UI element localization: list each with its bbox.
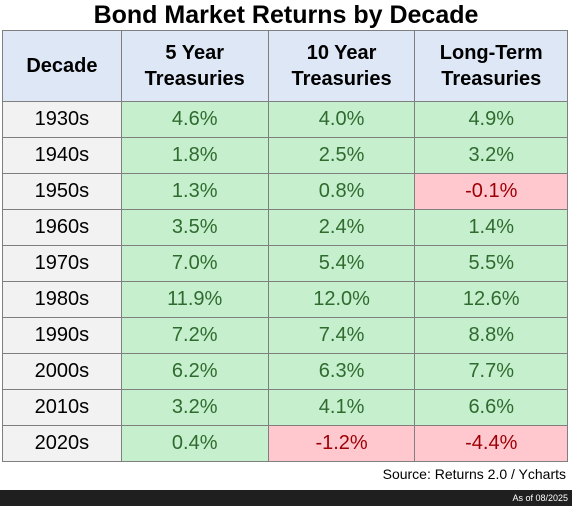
return-cell-positive: 8.8% [414,317,568,354]
table-row: 2010s 3.2% 4.1% 6.6% [2,389,568,426]
return-cell-positive: 0.4% [120,425,269,462]
table-row: 2000s 6.2% 6.3% 7.7% [2,353,568,390]
return-cell-positive: 0.8% [267,173,416,210]
return-cell-positive: 7.4% [267,317,416,354]
return-cell-positive: 1.8% [120,137,269,174]
return-cell-positive: 7.2% [120,317,269,354]
table-row: 1960s 3.5% 2.4% 1.4% [2,209,568,246]
table-row: 2020s 0.4% -1.2% -4.4% [2,425,568,462]
table-row: 1980s 11.9% 12.0% 12.6% [2,281,568,318]
return-cell-positive: 12.6% [414,281,568,318]
returns-table: Decade 5 Year Treasuries 10 Year Treasuries L… [2,30,568,462]
decade-cell: 1940s [2,137,122,174]
return-cell-positive: 2.5% [267,137,416,174]
column-header-line: Decade [26,55,98,77]
column-header: Long-Term Treasuries [414,30,568,102]
source-note: Source: Returns 2.0 / Ycharts [382,466,566,482]
decade-cell: 2000s [2,353,122,390]
table-row: 1950s 1.3% 0.8% -0.1% [2,173,568,210]
decade-cell: 2020s [2,425,122,462]
return-cell-positive: 3.2% [120,389,269,426]
return-cell-positive: 3.2% [414,137,568,174]
column-header-line: Long-Term [439,42,543,64]
table-row: 1990s 7.2% 7.4% 8.8% [2,317,568,354]
return-cell-positive: 1.3% [120,173,269,210]
column-header: 5 Year Treasuries [120,30,269,102]
table-row: 1970s 7.0% 5.4% 5.5% [2,245,568,282]
return-cell-positive: 6.6% [414,389,568,426]
decade-cell: 2010s [2,389,122,426]
return-cell-positive: 12.0% [267,281,416,318]
table-title: Bond Market Returns by Decade [93,1,479,29]
return-cell-positive: 6.3% [267,353,416,390]
return-cell-positive: 4.9% [414,101,568,138]
decade-cell: 1960s [2,209,122,246]
return-cell-positive: 4.6% [120,101,269,138]
return-cell-negative: -1.2% [267,425,416,462]
footer-bar: As of 08/2025 [0,490,572,506]
return-cell-positive: 4.1% [267,389,416,426]
decade-cell: 1990s [2,317,122,354]
table-row: 1930s 4.6% 4.0% 4.9% [2,101,568,138]
return-cell-negative: -0.1% [414,173,568,210]
column-header: Decade [2,30,122,102]
return-cell-positive: 3.5% [120,209,269,246]
column-header-line: Treasuries [144,68,245,90]
return-cell-positive: 4.0% [267,101,416,138]
decade-cell: 1970s [2,245,122,282]
column-header-line: Treasuries [441,68,542,90]
column-header: 10 Year Treasuries [267,30,416,102]
return-cell-positive: 1.4% [414,209,568,246]
return-cell-positive: 5.4% [267,245,416,282]
decade-cell: 1980s [2,281,122,318]
return-cell-positive: 7.0% [120,245,269,282]
table-row: 1940s 1.8% 2.5% 3.2% [2,137,568,174]
column-header-line: 10 Year [306,42,377,64]
return-cell-positive: 2.4% [267,209,416,246]
decade-cell: 1950s [2,173,122,210]
return-cell-positive: 6.2% [120,353,269,390]
decade-cell: 1930s [2,101,122,138]
return-cell-positive: 11.9% [120,281,269,318]
header-row: Decade 5 Year Treasuries 10 Year Treasuries L… [2,30,568,102]
return-cell-positive: 7.7% [414,353,568,390]
return-cell-negative: -4.4% [414,425,568,462]
table-body: 1930s 4.6% 4.0% 4.9% 1940s 1.8% 2.5% 3.2% 1950s 1… [2,101,568,462]
return-cell-positive: 5.5% [414,245,568,282]
column-header-line: Treasuries [291,68,392,90]
column-header-line: 5 Year [165,42,225,64]
as-of-date: As of 08/2025 [512,493,568,503]
